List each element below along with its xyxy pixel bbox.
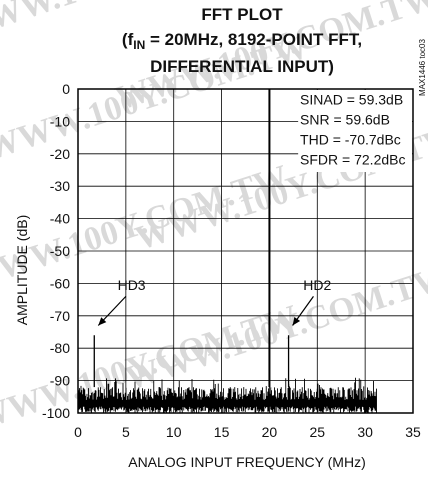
x-tick-labels: 0 5 10 15 20 25 30 35 (74, 424, 421, 440)
watermark-text: WWW.100Y.COM.TW (121, 258, 428, 397)
stat-line: SINAD = 59.3dB (300, 92, 403, 108)
annotation-arrowhead (292, 316, 301, 326)
y-tick-label: -70 (50, 308, 70, 324)
y-axis-label: AMPLITUDE (dB) (14, 215, 30, 325)
harmonic-annotations: HD3 HD2 (97, 277, 331, 326)
y-tick-label: -100 (42, 405, 70, 421)
stats-box: SINAD = 59.3dB SNR = 59.6dB THD = -70.7dBc… (298, 90, 412, 172)
stat-line: SFDR = 72.2dBc (300, 152, 405, 168)
x-tick-label: 15 (214, 424, 230, 440)
stat-line: THD = -70.7dBc (300, 132, 401, 148)
y-tick-label: -60 (50, 275, 70, 291)
x-axis-label: ANALOG INPUT FREQUENCY (MHz) (128, 454, 366, 470)
chart-title-line-2: (fIN = 20MHz, 8192-POINT FFT, (122, 30, 362, 52)
x-tick-label: 30 (357, 424, 373, 440)
x-tick-label: 10 (166, 424, 182, 440)
annotation-label: HD2 (303, 277, 331, 293)
plot-frame (77, 88, 414, 414)
annotation-arrowhead (98, 317, 107, 326)
chart-title-line-3: DIFFERENTIAL INPUT) (150, 57, 334, 76)
x-tick-label: 0 (74, 424, 82, 440)
x-tick-label: 25 (309, 424, 325, 440)
stats-box-bg (298, 90, 412, 172)
x-tick-label: 20 (262, 424, 278, 440)
y-tick-label: -20 (50, 146, 70, 162)
y-tick-labels: 0 -10 -20 -30 -40 -50 -60 -70 -80 -90 -100 (42, 81, 70, 421)
y-tick-label: 0 (62, 81, 70, 97)
y-tick-label: -40 (50, 211, 70, 227)
y-tick-label: -90 (50, 373, 70, 389)
y-tick-label: -50 (50, 243, 70, 259)
x-tick-label: 5 (122, 424, 130, 440)
stat-line: SNR = 59.6dB (300, 112, 390, 128)
y-tick-label: -10 (50, 113, 70, 129)
document-code: MAX1446 toc03 (418, 39, 427, 96)
x-tick-label: 35 (405, 424, 421, 440)
chart-title-line-1: FFT PLOT (201, 5, 283, 24)
spur-series (93, 89, 290, 388)
y-tick-label: -80 (50, 340, 70, 356)
y-tick-label: -30 (50, 178, 70, 194)
annotation-label: HD3 (118, 277, 146, 293)
